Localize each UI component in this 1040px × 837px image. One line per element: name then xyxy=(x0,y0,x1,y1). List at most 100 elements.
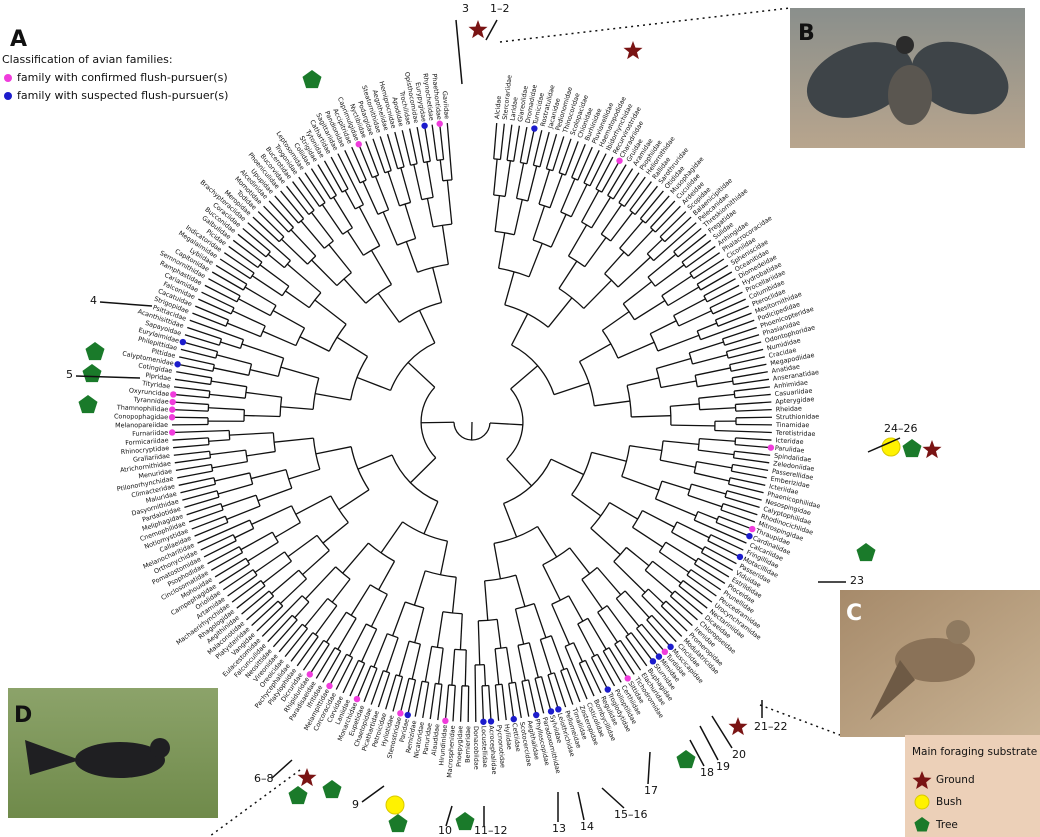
branch xyxy=(438,684,442,720)
branch xyxy=(250,370,278,377)
branch xyxy=(218,484,253,494)
branch xyxy=(735,402,771,404)
branch xyxy=(551,459,584,474)
branch xyxy=(734,451,770,455)
branch xyxy=(656,358,691,368)
branch xyxy=(352,147,366,180)
legend-label: family with confirmed flush-pursuer(s) xyxy=(17,71,228,84)
branch xyxy=(242,344,284,358)
branch xyxy=(495,649,499,685)
branch xyxy=(533,130,541,165)
branch xyxy=(208,279,240,296)
branch xyxy=(192,516,226,529)
branch xyxy=(674,228,702,251)
flush-pursuer-dot xyxy=(326,683,332,689)
branch xyxy=(551,636,564,670)
branch xyxy=(661,606,687,631)
branch xyxy=(682,240,711,262)
branch xyxy=(716,306,749,320)
branch xyxy=(735,445,771,448)
branch xyxy=(180,484,215,492)
branch xyxy=(522,681,529,716)
branch xyxy=(364,668,377,702)
branch xyxy=(172,417,208,418)
branch xyxy=(660,460,695,467)
branch xyxy=(516,575,525,606)
branch xyxy=(414,164,422,199)
branch xyxy=(363,182,378,215)
branch xyxy=(288,535,317,556)
branch xyxy=(268,615,293,641)
branch xyxy=(430,683,435,719)
branch xyxy=(699,439,735,442)
branch xyxy=(208,547,240,564)
branch xyxy=(386,638,398,672)
branch xyxy=(323,651,341,682)
leader xyxy=(500,8,790,42)
branch xyxy=(688,495,722,507)
branch xyxy=(268,254,284,267)
branch xyxy=(695,564,725,583)
branch xyxy=(578,147,592,180)
branch xyxy=(631,416,671,417)
branch xyxy=(273,311,304,329)
branch xyxy=(174,451,210,455)
branch xyxy=(490,423,523,425)
branch xyxy=(520,127,527,162)
branch xyxy=(452,649,455,685)
substrate-title: Main foraging substrate xyxy=(912,746,1037,758)
branch xyxy=(258,488,292,500)
branch xyxy=(408,680,416,715)
branch xyxy=(296,496,331,514)
branch xyxy=(514,126,520,162)
callout-line xyxy=(486,20,497,40)
branch xyxy=(177,471,212,478)
flush-pursuer-dot xyxy=(737,554,743,560)
branch xyxy=(647,620,671,647)
branch xyxy=(543,565,561,600)
branch xyxy=(400,678,409,713)
branch xyxy=(424,501,438,533)
branch xyxy=(533,206,544,240)
branch xyxy=(719,516,753,529)
branch xyxy=(670,596,697,620)
branch xyxy=(263,331,296,345)
branch xyxy=(415,681,422,716)
branch xyxy=(351,585,370,616)
legend-title: Classification of avian families: xyxy=(2,53,173,66)
branch xyxy=(257,606,283,631)
branch xyxy=(655,206,680,232)
branch xyxy=(175,379,211,384)
branch xyxy=(735,394,771,397)
branch xyxy=(201,535,234,550)
flush-pursuer-dot xyxy=(169,399,175,405)
branch xyxy=(552,604,570,644)
branch xyxy=(572,144,586,177)
branch xyxy=(291,633,313,662)
branch xyxy=(224,253,254,273)
branch xyxy=(663,441,699,445)
branch xyxy=(465,650,466,686)
callout-line xyxy=(700,726,718,760)
branch xyxy=(679,586,707,608)
branch xyxy=(339,490,369,510)
flush-pursuer-dot xyxy=(768,444,774,450)
branch xyxy=(417,127,424,162)
branch xyxy=(220,342,240,348)
tree-icon xyxy=(322,780,341,798)
branch xyxy=(383,212,397,245)
branch xyxy=(700,408,736,410)
branch xyxy=(631,633,653,662)
branch xyxy=(204,541,236,557)
branch xyxy=(579,663,594,696)
branch xyxy=(597,654,614,686)
branch xyxy=(425,126,431,162)
callout-label: 6–8 xyxy=(254,772,274,785)
branch xyxy=(528,166,537,201)
branch xyxy=(730,357,765,365)
callout-line xyxy=(648,752,650,784)
bush-icon xyxy=(882,438,900,456)
branch xyxy=(694,259,724,279)
branch xyxy=(209,394,245,398)
branch xyxy=(580,344,611,362)
